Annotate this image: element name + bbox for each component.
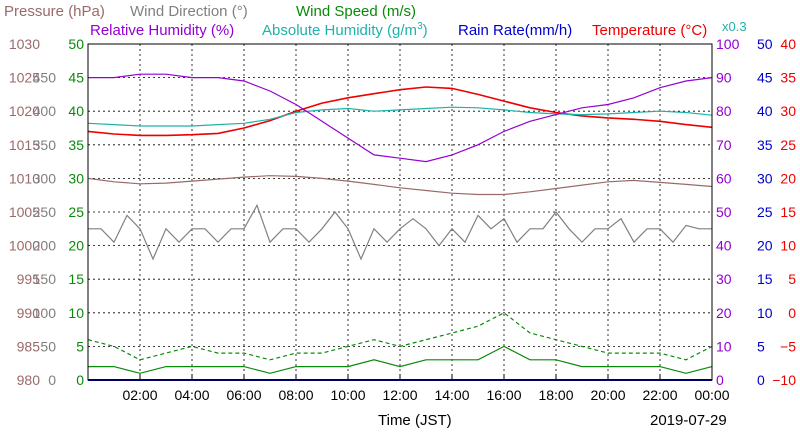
series-wind-speed-mean: [88, 345, 713, 374]
y-tick-wind-speed: 40: [68, 103, 84, 119]
x-tick-label: 10:00: [330, 387, 365, 403]
y-tick-wind-speed: 5: [76, 338, 84, 354]
y-tick-wind-direction: 150: [33, 271, 57, 287]
x-axis-label: Time (JST): [378, 412, 452, 429]
x-tick-label: 00:00: [694, 387, 729, 403]
y-tick-pressure: 1015: [9, 137, 40, 153]
legend-relative-humidity: Relative Humidity (%): [90, 22, 234, 39]
y-tick-pressure: 1005: [9, 204, 40, 220]
date-label: 2019-07-29: [650, 412, 727, 429]
y-tick-relative-humidity: 50: [716, 204, 732, 220]
y-tick-pressure: 1010: [9, 170, 40, 186]
y-tick-relative-humidity: 0: [716, 372, 724, 388]
y-axes: 1030102510201015101010051000995990985980…: [9, 36, 796, 388]
x-tick-label: 22:00: [642, 387, 677, 403]
legend-wind-direction: Wind Direction (°): [130, 3, 248, 20]
legend-wind-speed: Wind Speed (m/s): [296, 3, 416, 20]
y-tick-wind-direction: 0: [48, 372, 56, 388]
y-tick-wind-speed: 15: [68, 271, 84, 287]
y-tick-wind-direction: 250: [33, 204, 57, 220]
y-tick-relative-humidity: 70: [716, 137, 732, 153]
y-tick-wind-direction: 400: [33, 103, 57, 119]
y-tick-pressure: 1030: [9, 36, 40, 52]
y-tick-relative-humidity: 60: [716, 170, 732, 186]
series-pressure: [87, 175, 713, 196]
y-tick-rain-rate: 35: [757, 137, 773, 153]
y-tick-wind-direction: 100: [33, 305, 57, 321]
x-tick-label: 04:00: [174, 387, 209, 403]
y-tick-wind-speed: 20: [68, 238, 84, 254]
y-tick-wind-direction: 450: [33, 70, 57, 86]
y-tick-wind-speed: 0: [76, 372, 84, 388]
series-relative-humidity: [88, 73, 713, 163]
y-tick-pressure: 985: [17, 338, 41, 354]
y-tick-wind-speed: 25: [68, 204, 84, 220]
y-tick-temperature: 0: [788, 305, 796, 321]
y-tick-temperature: 20: [780, 170, 796, 186]
legend-temperature: Temperature (°C): [592, 22, 707, 39]
y-tick-temperature: 5: [788, 271, 796, 287]
y-tick-rain-rate: 10: [757, 305, 773, 321]
y-tick-wind-direction: 50: [40, 338, 56, 354]
y-tick-relative-humidity: 20: [716, 305, 732, 321]
x-tick-label: 16:00: [486, 387, 521, 403]
y-tick-wind-speed: 45: [68, 70, 84, 86]
y-tick-temperature: 40: [780, 36, 796, 52]
y-tick-rain-rate: 40: [757, 103, 773, 119]
y-tick-rain-rate: 45: [757, 70, 773, 86]
y-tick-rain-rate: 15: [757, 271, 773, 287]
y-tick-wind-direction: 300: [33, 170, 57, 186]
y-tick-temperature: 15: [780, 204, 796, 220]
y-tick-wind-speed: 50: [68, 36, 84, 52]
y-tick-wind-direction: 350: [33, 137, 57, 153]
y-tick-rain-rate: 0: [757, 372, 765, 388]
y-tick-relative-humidity: 100: [716, 36, 740, 52]
y-tick-rain-rate: 50: [757, 36, 773, 52]
x-tick-label: 06:00: [226, 387, 261, 403]
y-tick-wind-direction: 200: [33, 238, 57, 254]
y-tick-temperature: 25: [780, 137, 796, 153]
y-tick-temperature: 30: [780, 103, 796, 119]
y-tick-wind-speed: 35: [68, 137, 84, 153]
grid: [88, 44, 712, 380]
y-tick-wind-speed: 10: [68, 305, 84, 321]
plot-frame: [87, 43, 713, 381]
legend-rain-rate: Rain Rate(mm/h): [458, 22, 572, 39]
y-tick-rain-rate: 5: [757, 338, 765, 354]
x-axis: 02:00 04:00 06:00 08:00 10:00 12:00 14:00 16:00…: [122, 374, 730, 403]
y-tick-rain-rate: 30: [757, 170, 773, 186]
y-tick-temperature: 35: [780, 70, 796, 86]
x-tick-label: 08:00: [278, 387, 313, 403]
x-tick-label: 02:00: [122, 387, 157, 403]
y-tick-wind-speed: 30: [68, 170, 84, 186]
y-tick-pressure: 995: [17, 271, 41, 287]
series-wind-direction: [88, 203, 712, 261]
series-wind-speed-max: [87, 312, 713, 361]
legend-absolute-humidity: Absolute Humidity (g/m3): [262, 21, 428, 39]
y-tick-pressure: 1000: [9, 238, 40, 254]
y-tick-rain-rate: 20: [757, 238, 773, 254]
x-tick-label: 14:00: [434, 387, 469, 403]
x-tick-label: 18:00: [538, 387, 573, 403]
y-tick-pressure: 980: [17, 372, 41, 388]
y-tick-relative-humidity: 80: [716, 103, 732, 119]
y-tick-relative-humidity: 40: [716, 238, 732, 254]
y-tick-relative-humidity: 90: [716, 70, 732, 86]
x-tick-label: 20:00: [590, 387, 625, 403]
y-tick-pressure: 1025: [9, 70, 40, 86]
x-tick-label: 12:00: [382, 387, 417, 403]
y-tick-temperature: 10: [780, 238, 796, 254]
y-tick-temperature: −10: [772, 372, 796, 388]
y-tick-pressure: 990: [17, 305, 41, 321]
legend-pressure: Pressure (hPa): [4, 3, 105, 20]
y-tick-pressure: 1020: [9, 103, 40, 119]
y-tick-temperature: −5: [780, 338, 796, 354]
legend-scale-note: x0.3: [722, 19, 747, 34]
series-absolute-humidity: [87, 106, 713, 127]
series-temperature: [87, 86, 713, 137]
y-tick-rain-rate: 25: [757, 204, 773, 220]
y-tick-relative-humidity: 10: [716, 338, 732, 354]
y-tick-relative-humidity: 30: [716, 271, 732, 287]
